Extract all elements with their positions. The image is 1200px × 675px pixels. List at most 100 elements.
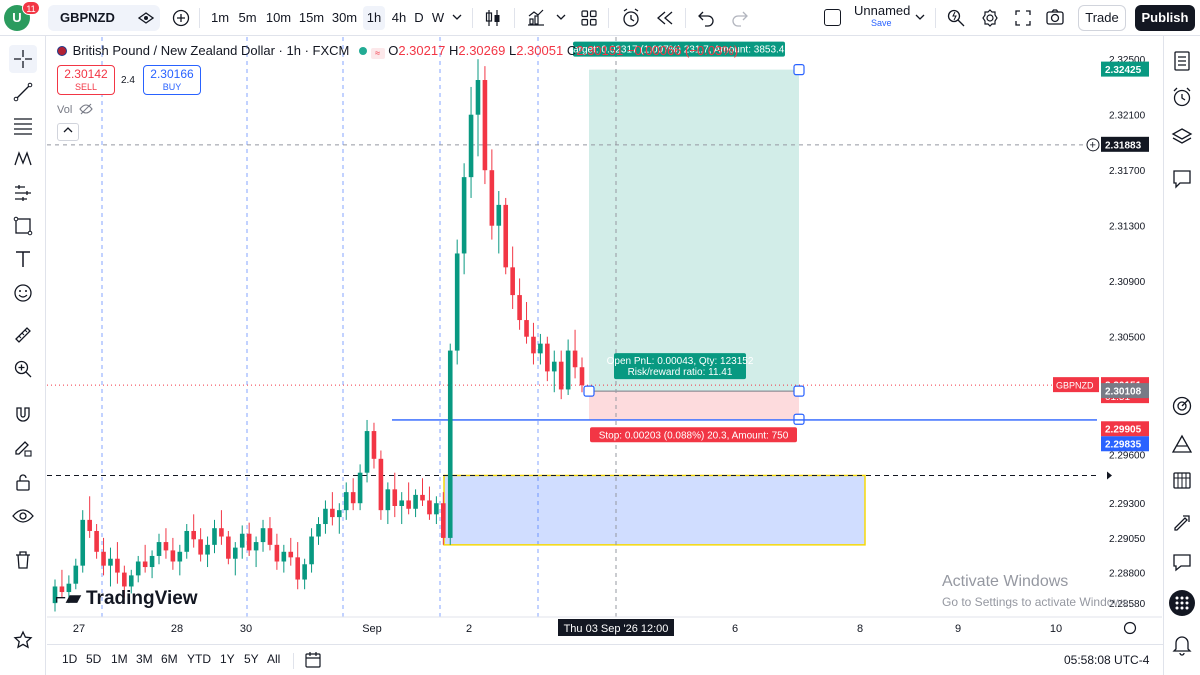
clock-timezone[interactable]: 05:58:08 UTC-4 (1064, 653, 1150, 667)
symbol-badge (1053, 377, 1099, 393)
target-label-box[interactable] (573, 41, 785, 57)
measure-tool[interactable] (9, 321, 37, 349)
loss-zone[interactable] (589, 391, 799, 420)
chart-pane[interactable]: 2.32500 2.32100 2.31700 2.31300 2.30900 2.305… (47, 37, 1162, 644)
chevron-down-icon[interactable] (915, 13, 925, 21)
open-pnl-label-box[interactable] (614, 353, 746, 380)
chats-button[interactable] (1169, 166, 1195, 192)
candles-style-icon[interactable] (483, 8, 503, 28)
chevron-down-icon[interactable] (452, 13, 462, 21)
pencil-lock-icon (15, 441, 32, 457)
hide-drawings-tool[interactable] (9, 502, 37, 530)
crosshair-tool[interactable] (9, 45, 37, 73)
position-handle[interactable] (583, 385, 595, 397)
candle (316, 524, 321, 537)
calendar-button[interactable] (1169, 467, 1195, 493)
tradingview-logo[interactable]: ⌐▰ TradingView (55, 588, 198, 609)
sell-button[interactable]: 2.30142 SELL (57, 65, 115, 95)
fib-tool[interactable] (9, 112, 37, 140)
layout-checkbox[interactable] (824, 9, 841, 26)
text-tool[interactable] (9, 245, 37, 273)
news-button[interactable] (1169, 510, 1195, 536)
candle (108, 558, 113, 566)
interval-1m[interactable]: 1m (210, 10, 230, 25)
layouts-grid-icon[interactable] (580, 9, 598, 27)
apps-button[interactable] (1169, 590, 1195, 616)
interval-4h[interactable]: 4h (391, 10, 407, 25)
range-5y[interactable]: 5Y (244, 652, 259, 666)
range-1y[interactable]: 1Y (220, 652, 235, 666)
camera-icon[interactable] (1045, 8, 1065, 26)
interval-15m[interactable]: 15m (298, 10, 325, 25)
remove-drawings-tool[interactable] (9, 546, 37, 574)
publish-button[interactable]: Publish (1135, 5, 1195, 31)
interval-10m[interactable]: 10m (265, 10, 292, 25)
range-all[interactable]: All (267, 652, 281, 666)
lock-drawing-tool[interactable] (9, 434, 37, 462)
spread-value: 2.4 (121, 75, 135, 86)
position-handle[interactable] (793, 64, 805, 76)
indicators-icon[interactable] (526, 8, 546, 28)
lock-all-tool[interactable] (9, 468, 37, 496)
watchlist-button[interactable] (1169, 48, 1195, 74)
fullscreen-icon[interactable] (1014, 9, 1032, 27)
forecast-tool[interactable] (9, 179, 37, 207)
magnet-tool[interactable] (9, 400, 37, 428)
compare-add-icon[interactable] (172, 9, 190, 27)
profit-zone[interactable] (589, 69, 799, 392)
layout-save-status[interactable]: Save (871, 18, 892, 28)
axis-settings-icon[interactable] (1123, 621, 1137, 635)
volume-legend[interactable]: Vol (57, 103, 94, 116)
stop-label-box[interactable] (590, 427, 797, 443)
undo-icon[interactable] (697, 9, 715, 27)
buy-button[interactable]: 2.30166 BUY (143, 65, 201, 95)
plus-icon: + (1090, 139, 1096, 151)
favorites-tool[interactable] (9, 626, 37, 654)
alerts-button[interactable] (1169, 84, 1195, 110)
crosshair-icon (14, 50, 32, 68)
calendar-range-icon[interactable] (304, 651, 322, 669)
alert-clock-icon[interactable] (620, 7, 642, 29)
range-1m[interactable]: 1M (111, 652, 128, 666)
help-button[interactable] (1169, 549, 1195, 575)
trend-line-tool[interactable] (9, 78, 37, 106)
position-handle[interactable] (793, 385, 805, 397)
prediction-icon (15, 185, 31, 201)
hotlists-button[interactable] (1169, 393, 1195, 419)
notifications-button[interactable] (1169, 632, 1195, 658)
candle (510, 267, 515, 296)
add-alert-button[interactable] (1086, 138, 1100, 152)
price-chart[interactable]: 2.32500 2.32100 2.31700 2.31300 2.30900 2.305… (47, 37, 1162, 644)
interval-5m[interactable]: 5m (238, 10, 257, 25)
zoom-tool[interactable] (9, 355, 37, 383)
trade-button[interactable]: Trade (1078, 5, 1126, 31)
range-5d[interactable]: 5D (86, 652, 102, 666)
chevron-down-icon[interactable] (556, 13, 566, 21)
ideas-button[interactable] (1169, 431, 1195, 457)
object-tree-button[interactable] (1169, 124, 1195, 150)
shapes-tool[interactable] (9, 212, 37, 240)
range-3m[interactable]: 3M (136, 652, 153, 666)
range-1d[interactable]: 1D (62, 652, 78, 666)
settings-gear-icon[interactable] (980, 8, 1000, 28)
candle (427, 500, 432, 515)
collapse-legend-button[interactable] (57, 123, 79, 141)
symbol-search-button[interactable]: GBPNZD (48, 5, 160, 31)
candle (406, 500, 411, 509)
legend-title[interactable]: British Pound / New Zealand Dollar · 1h … (72, 43, 350, 58)
range-ytd[interactable]: YTD (187, 652, 211, 666)
replay-icon[interactable] (655, 9, 675, 27)
icons-tool[interactable] (9, 279, 37, 307)
range-6m[interactable]: 6M (161, 652, 178, 666)
eye-off-icon[interactable] (79, 103, 94, 115)
pattern-tool[interactable] (9, 145, 37, 173)
interval-w[interactable]: W (431, 10, 445, 25)
interval-30m[interactable]: 30m (331, 10, 358, 25)
redo-icon[interactable] (731, 9, 749, 27)
quick-search-icon[interactable] (946, 8, 966, 28)
interval-d[interactable]: D (414, 10, 424, 25)
layout-name[interactable]: Unnamed (854, 3, 911, 18)
candle (246, 533, 252, 551)
interval-1h[interactable]: 1h (363, 6, 385, 30)
demand-zone[interactable] (443, 474, 866, 546)
